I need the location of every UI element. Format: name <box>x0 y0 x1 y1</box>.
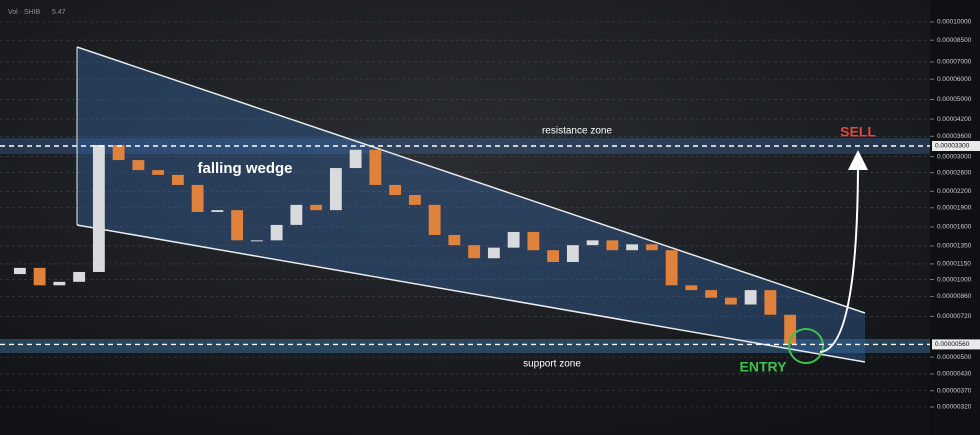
wedge-lower <box>76 224 866 363</box>
resistance-band <box>0 138 930 154</box>
candle <box>112 144 125 161</box>
y-tick-label: 0.00010000 <box>937 19 972 26</box>
y-tick-label: 0.00001150 <box>937 261 971 268</box>
candle <box>626 244 639 251</box>
candle <box>132 160 145 171</box>
candle <box>566 245 579 262</box>
candle <box>13 267 26 275</box>
resistance-label: resistance zone <box>542 126 612 137</box>
candle <box>645 244 658 251</box>
resistance-line-tag <box>932 141 980 152</box>
sell-label: SELL <box>840 124 876 140</box>
candle <box>270 224 283 241</box>
candle <box>744 290 757 305</box>
candle <box>507 231 520 248</box>
candle <box>408 194 421 205</box>
y-tick-label: 0.00001350 <box>937 243 972 250</box>
candle <box>329 168 342 211</box>
candle <box>428 204 441 235</box>
candle <box>53 281 66 286</box>
candle <box>685 285 698 291</box>
candle <box>73 271 86 282</box>
support-line-label: 0.00000560 <box>935 341 970 348</box>
candle <box>231 210 244 241</box>
y-tick-label: 0.00001900 <box>937 204 972 211</box>
candle <box>310 204 323 211</box>
y-tick-label: 0.00004200 <box>937 116 972 123</box>
y-tick-label: 0.00003000 <box>937 153 972 160</box>
candles <box>13 144 797 345</box>
target-arrow <box>819 150 868 353</box>
y-tick-label: 0.00008500 <box>937 37 972 44</box>
candle <box>665 250 678 286</box>
support-line-tag <box>932 339 980 350</box>
y-tick-label: 0.00001000 <box>937 276 972 283</box>
wedge-upper <box>76 46 866 314</box>
candle <box>211 210 224 212</box>
candle <box>152 170 165 175</box>
candle <box>784 314 797 345</box>
candle <box>527 231 540 251</box>
y-tick-label: 0.00003600 <box>937 133 972 140</box>
candle <box>705 290 718 298</box>
candle <box>586 240 599 246</box>
y-tick-label: 0.00000320 <box>937 404 972 411</box>
y-tick-label: 0.00007000 <box>937 59 972 66</box>
candle <box>369 149 382 185</box>
y-tick-label: 0.00002600 <box>937 169 972 176</box>
candle <box>547 250 560 262</box>
candle <box>290 204 303 225</box>
candle <box>468 245 481 259</box>
candle <box>448 234 461 246</box>
pattern-label: falling wedge <box>197 160 292 177</box>
candle <box>389 184 402 195</box>
y-tick-label: 0.00000720 <box>937 313 972 320</box>
entry-circle <box>788 328 824 364</box>
price-axis-panel <box>930 0 980 435</box>
y-tick-label: 0.00001600 <box>937 224 972 231</box>
y-tick-label: 0.00000500 <box>937 354 972 361</box>
candle <box>487 247 500 259</box>
candle <box>349 149 362 169</box>
candle <box>250 240 263 242</box>
candle <box>724 297 737 305</box>
entry-label: ENTRY <box>740 359 788 375</box>
y-tick-label: 0.00000430 <box>937 371 972 378</box>
support-band <box>0 339 930 353</box>
candle <box>606 240 619 251</box>
y-tick-label: 0.00000370 <box>937 387 972 394</box>
y-tick-label: 0.00000860 <box>937 293 972 300</box>
candle <box>191 184 204 212</box>
candle <box>171 174 184 185</box>
y-tick-label: 0.00006000 <box>937 76 972 83</box>
resistance-line-label: 0.00003300 <box>935 143 970 150</box>
header-value: 5.47 <box>52 9 66 16</box>
candle <box>33 267 46 286</box>
header: Vol · SHIB <box>8 9 41 16</box>
y-tick-label: 0.00005000 <box>937 96 972 103</box>
y-tick-label: 0.00002200 <box>937 188 972 195</box>
candle <box>764 290 777 315</box>
candle <box>92 144 105 272</box>
support-label: support zone <box>523 359 581 370</box>
